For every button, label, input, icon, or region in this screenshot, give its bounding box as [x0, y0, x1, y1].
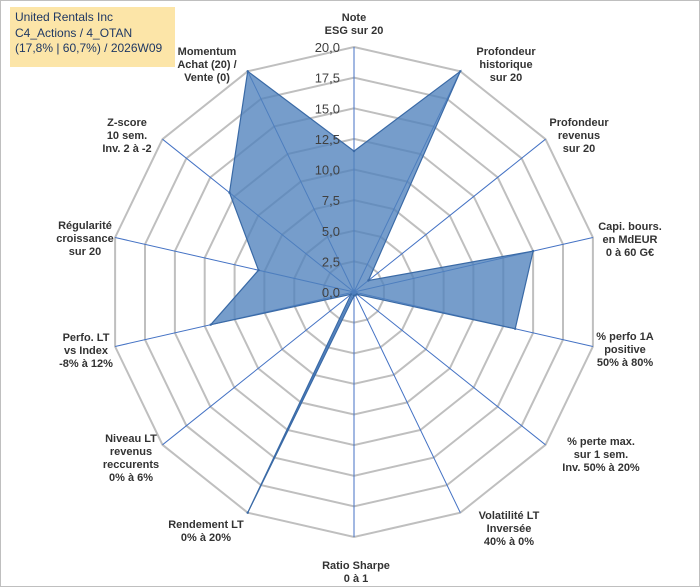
- axis-label-12-line-0: Z-score: [107, 117, 147, 129]
- axis-label-1-line-2: sur 20: [490, 72, 522, 84]
- axis-label-13-line-1: Achat (20) /: [177, 59, 236, 71]
- axis-label-6-line-2: 40% à 0%: [484, 536, 534, 548]
- axis-label-11-line-1: croissance: [56, 233, 113, 245]
- axis-label-9-line-3: 0% à 6%: [109, 472, 153, 484]
- data-point-10: [209, 323, 212, 326]
- axis-label-3-line-1: en MdEUR: [603, 234, 658, 246]
- axis-spoke-2: [353, 138, 546, 293]
- axis-label-7-line-1: 0 à 1: [344, 573, 368, 585]
- data-point-4: [514, 327, 517, 330]
- axis-label-10-line-2: -8% à 12%: [59, 358, 113, 370]
- axis-label-11: Régularité croissance sur 20: [56, 220, 113, 258]
- data-point-12: [228, 191, 231, 194]
- axis-label-11-line-0: Régularité: [58, 220, 112, 232]
- axis-label-5: % perte max. sur 1 sem. Inv. 50% à 20%: [562, 436, 640, 474]
- axis-label-4-line-1: positive: [604, 344, 646, 356]
- axis-label-1: Profondeur historique sur 20: [476, 46, 536, 84]
- axis-label-7-line-0: Ratio Sharpe: [322, 560, 390, 572]
- tick-label-4: 10,0: [315, 163, 340, 178]
- title-line-category: C4_Actions / 4_OTAN: [15, 25, 133, 40]
- axis-label-11-line-2: sur 20: [69, 246, 101, 258]
- axis-label-12-line-1: 10 sem.: [107, 130, 147, 142]
- data-point-3: [531, 249, 535, 253]
- axis-label-5-line-0: % perte max.: [567, 436, 635, 448]
- axis-label-6: Volatilité LT Inversée 40% à 0%: [479, 510, 540, 548]
- axis-label-1-line-1: historique: [479, 59, 532, 71]
- axis-spoke-5: [353, 291, 546, 446]
- axis-label-8: Rendement LT 0% à 20%: [168, 519, 244, 544]
- tick-label-5: 12,5: [315, 132, 340, 147]
- chart-title-box: United Rentals Inc C4_Actions / 4_OTAN (…: [10, 7, 175, 67]
- axis-label-3: Capi. bours. en MdEUR 0 à 60 G€: [598, 221, 662, 259]
- axis-label-7: Ratio Sharpe 0 à 1: [322, 560, 390, 585]
- axis-label-10-line-1: vs Index: [64, 345, 109, 357]
- axis-label-13: Momentum Achat (20) / Vente (0): [177, 46, 236, 84]
- axis-label-13-line-2: Vente (0): [184, 72, 230, 84]
- axis-label-5-line-1: sur 1 sem.: [574, 449, 628, 461]
- axis-label-2-line-0: Profondeur: [549, 117, 609, 129]
- title-line-company: United Rentals Inc: [15, 10, 114, 24]
- axis-label-0-line-1: ESG sur 20: [325, 25, 384, 37]
- axis-label-0-line-0: Note: [342, 12, 366, 24]
- axis-label-6-line-0: Volatilité LT: [479, 510, 540, 522]
- axis-label-10-line-0: Perfo. LT: [63, 332, 110, 344]
- data-point-0: [352, 149, 356, 153]
- tick-label-0: 0,0: [322, 285, 340, 300]
- axis-label-10: Perfo. LT vs Index -8% à 12%: [59, 332, 113, 370]
- data-point-11: [257, 269, 260, 272]
- axis-label-4-line-0: % perfo 1A: [596, 331, 654, 343]
- axis-label-2-line-2: sur 20: [563, 143, 595, 155]
- data-point-9: [349, 293, 353, 296]
- tick-label-3: 7,5: [322, 193, 340, 208]
- axis-label-9-line-2: reccurents: [103, 459, 159, 471]
- tick-label-7: 17,5: [315, 71, 340, 86]
- axis-label-2-line-1: revenus: [558, 130, 600, 142]
- title-line-stats: (17,8% | 60,7%) / 2026W09: [15, 41, 163, 55]
- tick-label-6: 15,0: [315, 101, 340, 116]
- data-point-13: [246, 70, 249, 73]
- axis-spoke-9: [162, 291, 355, 446]
- data-point-8: [246, 511, 249, 514]
- axis-label-12-line-2: Inv. 2 à -2: [102, 143, 151, 155]
- axis-label-4: % perfo 1A positive 50% à 80%: [596, 331, 654, 369]
- axis-label-1-line-0: Profondeur: [476, 46, 536, 58]
- axis-label-3-line-0: Capi. bours.: [598, 221, 662, 233]
- axis-label-12: Z-score 10 sem. Inv. 2 à -2: [102, 117, 151, 155]
- axis-spoke-6: [353, 291, 461, 513]
- axis-label-0: Note ESG sur 20: [325, 12, 384, 37]
- tick-label-1: 2,5: [322, 254, 340, 269]
- axis-label-8-line-0: Rendement LT: [168, 519, 244, 531]
- data-point-7: [352, 294, 356, 297]
- tick-label-8: 20,0: [315, 40, 340, 55]
- tick-label-2: 5,0: [322, 224, 340, 239]
- axis-label-9-line-1: revenus: [110, 446, 152, 458]
- axis-label-5-line-2: Inv. 50% à 20%: [562, 462, 640, 474]
- axis-label-4-line-2: 50% à 80%: [597, 357, 653, 369]
- axis-label-9: Niveau LT revenus reccurents 0% à 6%: [103, 433, 159, 484]
- data-point-2: [367, 279, 370, 282]
- axis-label-2: Profondeur revenus sur 20: [549, 117, 609, 155]
- axis-label-8-line-1: 0% à 20%: [181, 532, 231, 544]
- axis-label-13-line-0: Momentum: [178, 46, 237, 58]
- axis-label-9-line-0: Niveau LT: [105, 433, 157, 445]
- data-point-1: [459, 70, 462, 73]
- axis-label-3-line-2: 0 à 60 G€: [606, 247, 654, 259]
- axis-label-6-line-1: Inversée: [487, 523, 532, 535]
